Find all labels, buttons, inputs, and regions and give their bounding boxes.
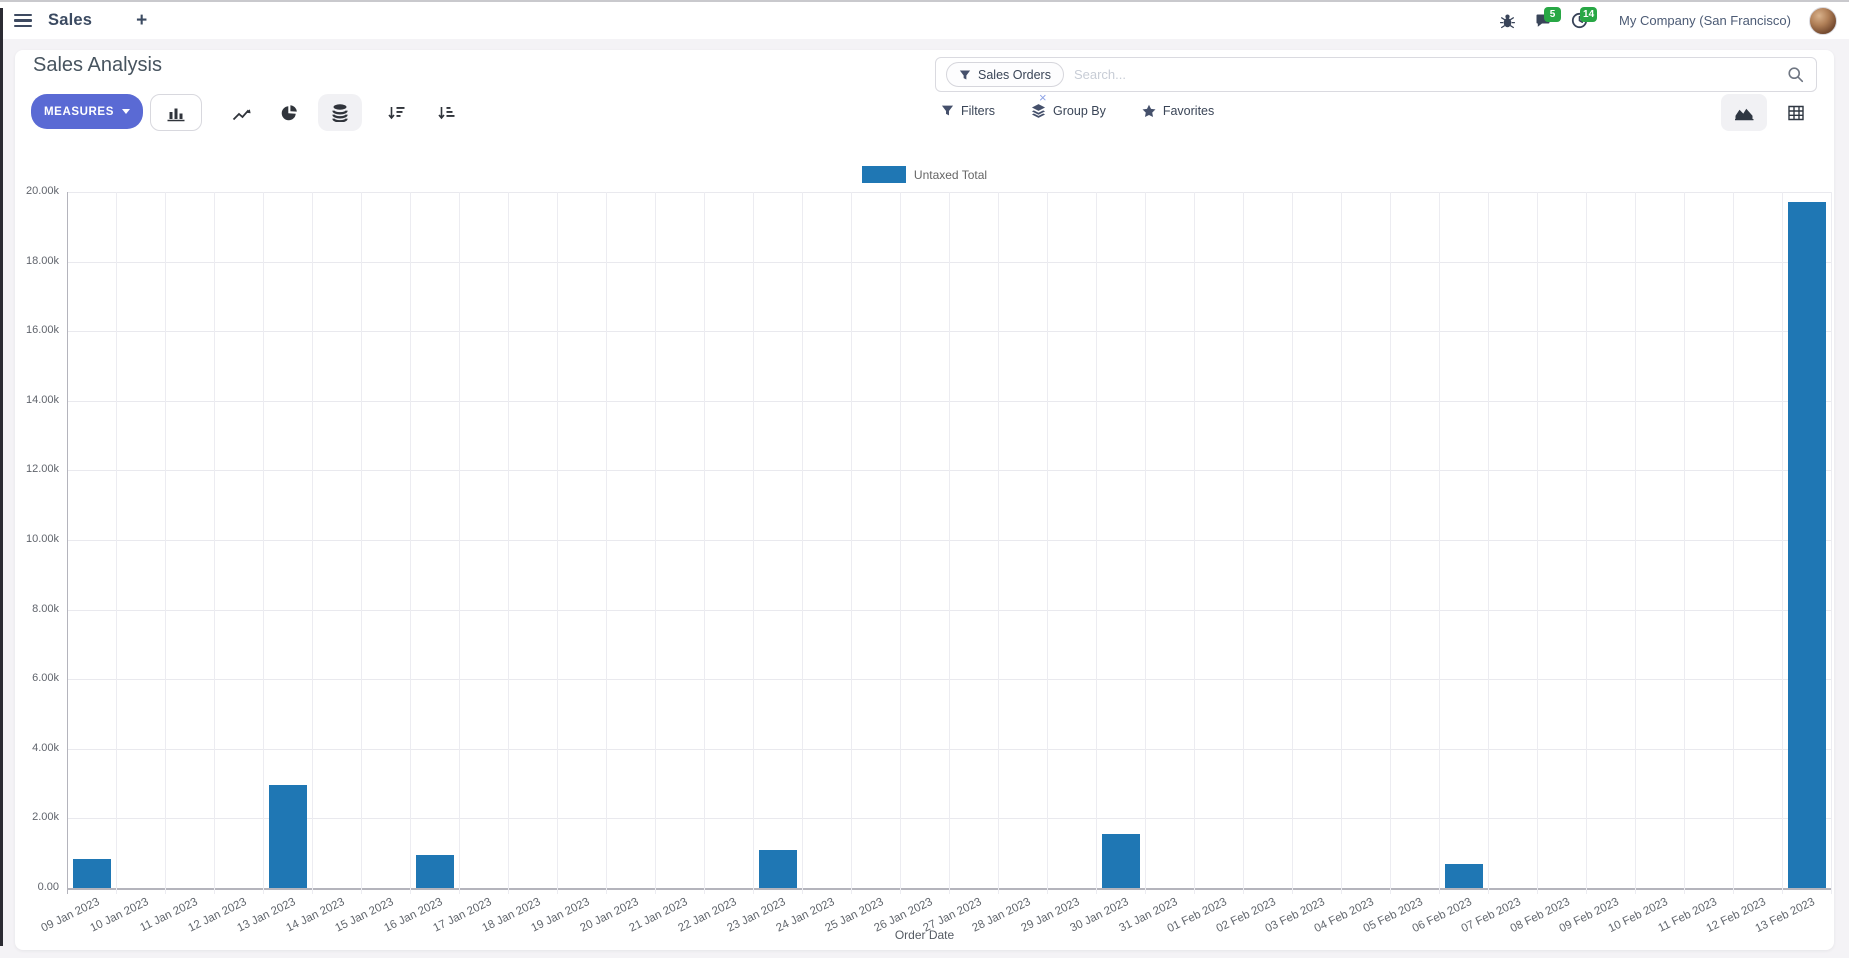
area-chart-icon bbox=[1735, 108, 1754, 120]
activities-count-badge: 14 bbox=[1580, 6, 1598, 22]
legend-item-untaxed-total[interactable]: Untaxed Total bbox=[861, 166, 988, 183]
bar[interactable] bbox=[415, 854, 454, 888]
legend-label: Untaxed Total bbox=[913, 167, 988, 182]
company-switcher[interactable]: My Company (San Francisco) bbox=[1619, 13, 1791, 28]
bar[interactable] bbox=[1444, 863, 1483, 888]
window-left-edge bbox=[0, 8, 3, 946]
filters-menu[interactable]: Filters bbox=[941, 104, 995, 118]
activities-button[interactable]: 14 bbox=[1561, 4, 1598, 38]
filter-funnel-icon bbox=[959, 70, 971, 79]
chart-legend: Untaxed Total bbox=[15, 166, 1834, 183]
sort-asc-icon bbox=[438, 106, 455, 119]
debug-bug-icon[interactable] bbox=[1489, 4, 1525, 38]
sort-descending-button[interactable] bbox=[374, 94, 418, 131]
top-navbar: Sales + 5 14 My Company (San Francisco) bbox=[0, 2, 1849, 39]
chevron-down-icon bbox=[121, 109, 130, 114]
app-name[interactable]: Sales bbox=[48, 11, 93, 29]
bar[interactable] bbox=[1101, 834, 1140, 888]
star-icon bbox=[1142, 104, 1156, 117]
search-facet-sales-orders[interactable]: Sales Orders bbox=[946, 62, 1064, 87]
sort-ascending-button[interactable] bbox=[424, 94, 468, 131]
legend-color-swatch bbox=[861, 166, 906, 183]
bar[interactable] bbox=[758, 850, 797, 888]
facet-remove-icon[interactable]: × bbox=[1039, 90, 1047, 105]
search-input[interactable] bbox=[1063, 67, 1787, 82]
messages-button[interactable]: 5 bbox=[1525, 4, 1562, 38]
bar[interactable] bbox=[72, 859, 111, 888]
search-bar[interactable]: Sales Orders × bbox=[935, 57, 1817, 104]
bug-icon bbox=[1499, 14, 1515, 29]
favorites-menu[interactable]: Favorites bbox=[1142, 104, 1214, 118]
chart-type-line-button[interactable] bbox=[220, 94, 264, 131]
window-top-edge bbox=[0, 0, 1849, 2]
graph-view-button[interactable] bbox=[1721, 94, 1767, 131]
x-axis-title: Order Date bbox=[894, 928, 955, 942]
sort-desc-icon bbox=[388, 106, 405, 119]
search-icon[interactable] bbox=[1787, 66, 1804, 83]
apps-menu-icon[interactable] bbox=[14, 14, 32, 27]
user-avatar[interactable] bbox=[1809, 6, 1837, 35]
page-title: Sales Analysis bbox=[33, 54, 162, 76]
search-menus: Filters Group By Favorites bbox=[941, 103, 1214, 118]
pivot-grid-icon bbox=[1788, 105, 1804, 120]
view-switcher bbox=[1721, 94, 1819, 131]
measures-button[interactable]: MEASURES bbox=[31, 94, 143, 129]
bar[interactable] bbox=[268, 785, 307, 888]
new-tab-button[interactable]: + bbox=[136, 10, 148, 31]
facet-label: Sales Orders bbox=[978, 67, 1051, 82]
stacked-toggle-button[interactable] bbox=[318, 94, 362, 131]
messages-count-badge: 5 bbox=[1544, 6, 1562, 22]
chart-type-pie-button[interactable] bbox=[267, 94, 311, 131]
content-card: Sales Analysis Sales Orders × MEASURES bbox=[15, 50, 1834, 950]
pivot-view-button[interactable] bbox=[1773, 94, 1819, 131]
bar-chart-icon bbox=[167, 108, 185, 121]
stack-database-icon bbox=[332, 104, 348, 122]
chart-type-bar-button[interactable] bbox=[150, 94, 202, 131]
control-panel-row: MEASURES bbox=[15, 94, 1834, 131]
line-chart-icon bbox=[232, 108, 251, 120]
layers-icon bbox=[1031, 104, 1046, 118]
filter-funnel-icon bbox=[941, 105, 954, 116]
pie-chart-icon bbox=[281, 104, 297, 120]
group-by-menu[interactable]: Group By bbox=[1031, 103, 1106, 118]
bar[interactable] bbox=[1787, 202, 1826, 888]
